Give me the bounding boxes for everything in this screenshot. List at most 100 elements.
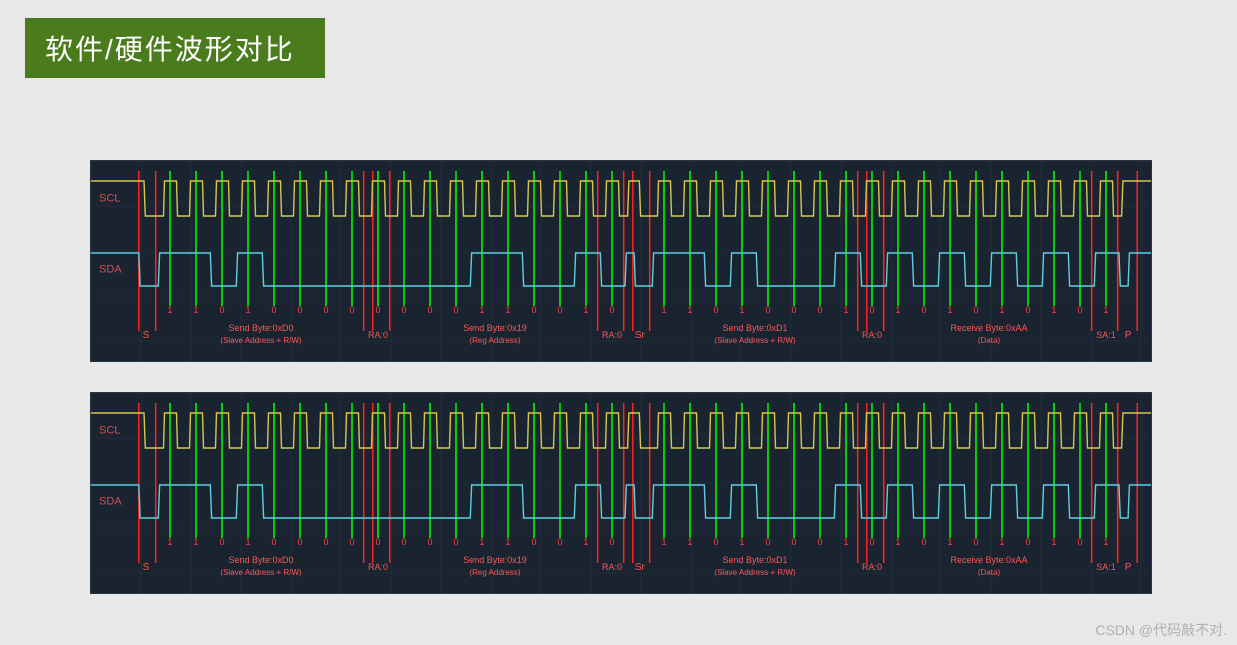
scl-label: SCL <box>99 425 120 437</box>
svg-text:RA:0: RA:0 <box>602 562 622 572</box>
svg-text:1: 1 <box>1051 537 1056 547</box>
svg-text:Send Byte:0xD1: Send Byte:0xD1 <box>722 555 787 565</box>
svg-text:0: 0 <box>1025 305 1030 315</box>
svg-text:Send Byte:0x19: Send Byte:0x19 <box>463 555 527 565</box>
svg-text:1: 1 <box>843 305 848 315</box>
svg-text:Sr: Sr <box>635 330 646 341</box>
svg-text:Receive Byte:0xAA: Receive Byte:0xAA <box>950 555 1027 565</box>
svg-text:1: 1 <box>661 305 666 315</box>
svg-text:RA:0: RA:0 <box>368 562 388 572</box>
svg-text:0: 0 <box>453 305 458 315</box>
svg-text:Send Byte:0x19: Send Byte:0x19 <box>463 323 527 333</box>
svg-text:0: 0 <box>765 537 770 547</box>
svg-text:1: 1 <box>193 305 198 315</box>
svg-text:1: 1 <box>245 537 250 547</box>
svg-text:1: 1 <box>999 537 1004 547</box>
svg-text:Send Byte:0xD0: Send Byte:0xD0 <box>228 323 293 333</box>
svg-text:0: 0 <box>401 305 406 315</box>
svg-text:(Data): (Data) <box>978 568 1001 577</box>
svg-text:0: 0 <box>297 537 302 547</box>
svg-text:0: 0 <box>401 537 406 547</box>
svg-text:(Slave Address + R/W): (Slave Address + R/W) <box>714 336 795 345</box>
svg-text:0: 0 <box>869 537 874 547</box>
svg-text:1: 1 <box>999 305 1004 315</box>
svg-text:0: 0 <box>817 305 822 315</box>
svg-text:0: 0 <box>973 305 978 315</box>
svg-text:0: 0 <box>297 305 302 315</box>
svg-text:0: 0 <box>869 305 874 315</box>
svg-text:0: 0 <box>375 305 380 315</box>
svg-text:P: P <box>1125 330 1132 341</box>
svg-text:1: 1 <box>947 305 952 315</box>
svg-text:0: 0 <box>921 537 926 547</box>
svg-text:1: 1 <box>1103 537 1108 547</box>
svg-text:1: 1 <box>1103 305 1108 315</box>
svg-text:1: 1 <box>479 537 484 547</box>
svg-text:Send Byte:0xD1: Send Byte:0xD1 <box>722 323 787 333</box>
svg-text:Send Byte:0xD0: Send Byte:0xD0 <box>228 555 293 565</box>
svg-text:1: 1 <box>193 537 198 547</box>
svg-text:0: 0 <box>791 537 796 547</box>
page-title: 软件/硬件波形对比 <box>25 18 325 78</box>
svg-text:SA:1: SA:1 <box>1096 330 1116 340</box>
svg-text:0: 0 <box>375 537 380 547</box>
svg-text:(Reg Address): (Reg Address) <box>469 568 520 577</box>
svg-text:0: 0 <box>609 537 614 547</box>
svg-text:0: 0 <box>557 537 562 547</box>
svg-text:0: 0 <box>531 305 536 315</box>
svg-text:S: S <box>143 330 150 341</box>
svg-text:0: 0 <box>219 537 224 547</box>
svg-text:(Slave Address + R/W): (Slave Address + R/W) <box>220 336 301 345</box>
svg-text:0: 0 <box>271 537 276 547</box>
svg-text:P: P <box>1125 562 1132 573</box>
scl-waveform <box>91 181 1151 216</box>
svg-text:(Reg Address): (Reg Address) <box>469 336 520 345</box>
svg-text:1: 1 <box>479 305 484 315</box>
svg-text:1: 1 <box>947 537 952 547</box>
svg-text:1: 1 <box>505 537 510 547</box>
svg-text:1: 1 <box>739 537 744 547</box>
svg-text:0: 0 <box>323 537 328 547</box>
svg-text:1: 1 <box>895 537 900 547</box>
svg-text:1: 1 <box>505 305 510 315</box>
svg-text:(Data): (Data) <box>978 336 1001 345</box>
svg-text:0: 0 <box>921 305 926 315</box>
svg-text:0: 0 <box>323 305 328 315</box>
svg-text:1: 1 <box>1051 305 1056 315</box>
svg-text:0: 0 <box>271 305 276 315</box>
svg-text:RA:0: RA:0 <box>368 330 388 340</box>
svg-text:Receive Byte:0xAA: Receive Byte:0xAA <box>950 323 1027 333</box>
svg-text:0: 0 <box>609 305 614 315</box>
svg-text:1: 1 <box>661 537 666 547</box>
svg-text:1: 1 <box>167 305 172 315</box>
sda-waveform <box>91 485 1151 518</box>
svg-text:1: 1 <box>245 305 250 315</box>
sda-label: SDA <box>99 264 122 276</box>
svg-text:0: 0 <box>791 305 796 315</box>
svg-text:0: 0 <box>765 305 770 315</box>
svg-text:0: 0 <box>557 305 562 315</box>
svg-text:1: 1 <box>739 305 744 315</box>
svg-text:0: 0 <box>1077 305 1082 315</box>
watermark: CSDN @代码敲不对. <box>1095 620 1227 640</box>
svg-text:0: 0 <box>531 537 536 547</box>
svg-text:0: 0 <box>713 537 718 547</box>
svg-text:0: 0 <box>713 305 718 315</box>
svg-text:0: 0 <box>349 537 354 547</box>
svg-text:1: 1 <box>843 537 848 547</box>
svg-text:1: 1 <box>895 305 900 315</box>
svg-text:0: 0 <box>453 537 458 547</box>
waveform-chart-1: SCL SDA S 1 1 0 1 0 0 0 0 0 RA:0 Send Byte:0xD0 (Slave… <box>90 160 1152 362</box>
sda-label: SDA <box>99 496 122 508</box>
waveform-chart-2: SCLSDAS110100000RA:0Send Byte:0xD0(Slave… <box>90 392 1152 594</box>
svg-text:1: 1 <box>167 537 172 547</box>
svg-text:SA:1: SA:1 <box>1096 562 1116 572</box>
svg-text:0: 0 <box>427 537 432 547</box>
svg-text:(Slave Address + R/W): (Slave Address + R/W) <box>220 568 301 577</box>
svg-text:1: 1 <box>687 305 692 315</box>
svg-text:0: 0 <box>1025 537 1030 547</box>
scl-label: SCL <box>99 193 120 205</box>
sda-waveform <box>91 253 1151 286</box>
svg-text:RA:0: RA:0 <box>602 330 622 340</box>
svg-text:(Slave Address + R/W): (Slave Address + R/W) <box>714 568 795 577</box>
